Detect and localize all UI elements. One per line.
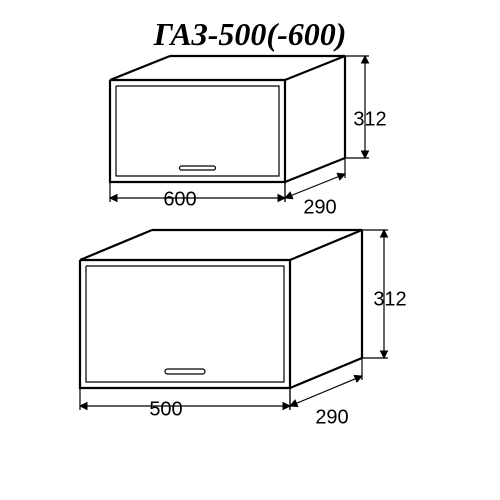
- dimension-label: 600: [163, 189, 196, 212]
- dimension-label: 312: [353, 109, 386, 132]
- dimension-label: 290: [303, 197, 336, 220]
- dimension-label: 312: [373, 289, 406, 312]
- diagram-svg: [0, 0, 500, 500]
- dimension-label: 290: [315, 407, 348, 430]
- diagram-canvas: ГАЗ-500(-600) 600290312500290312: [0, 0, 500, 500]
- dimension-label: 500: [149, 399, 182, 422]
